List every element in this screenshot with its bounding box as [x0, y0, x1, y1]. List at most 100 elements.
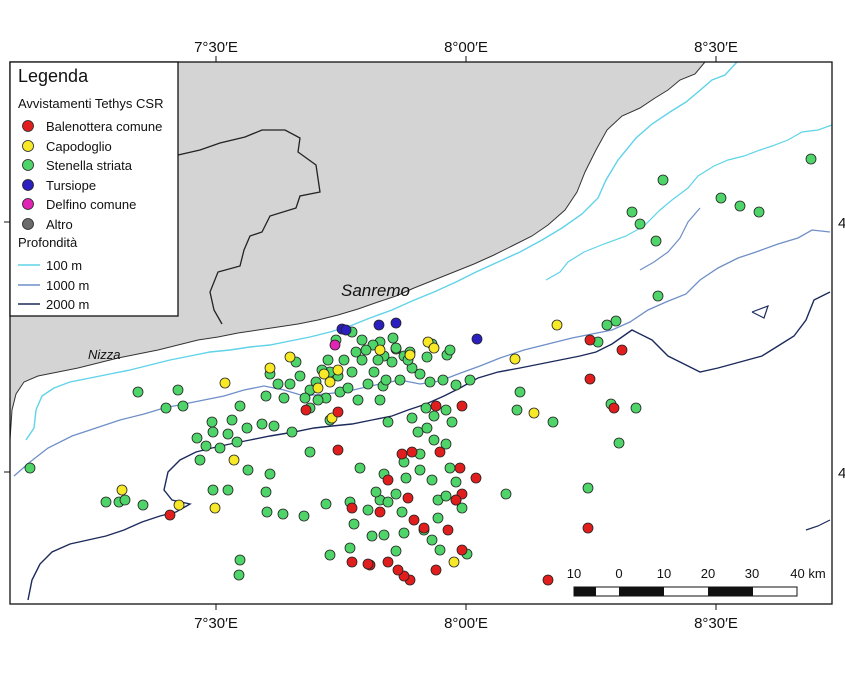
sighting-stenella-marker: [226, 414, 238, 426]
sighting-stenella-marker: [450, 476, 462, 488]
sighting-stenella-marker: [298, 510, 310, 522]
sighting-balenottera-marker: [430, 400, 442, 412]
legend-marker-stenella: [22, 159, 34, 171]
legend-label-capodoglio: Capodoglio: [46, 139, 112, 154]
sighting-stenella-marker: [394, 374, 406, 386]
sighting-stenella-marker: [450, 379, 462, 391]
sighting-stenella-marker: [206, 416, 218, 428]
sighting-stenella-marker: [324, 549, 336, 561]
sighting-stenella-marker: [356, 334, 368, 346]
sighting-stenella-marker: [207, 484, 219, 496]
sighting-stenella-marker: [294, 370, 306, 382]
sighting-stenella-marker: [268, 420, 280, 432]
sighting-stenella-marker: [412, 426, 424, 438]
sighting-balenottera-marker: [442, 524, 454, 536]
sighting-balenottera-marker: [374, 506, 386, 518]
isobath-2000m-small: [751, 304, 769, 319]
sighting-stenella-marker: [426, 474, 438, 486]
sighting-stenella-marker: [420, 402, 432, 414]
sighting-stenella-marker: [426, 534, 438, 546]
sighting-stenella-marker: [286, 426, 298, 438]
sighting-capodoglio-marker: [324, 376, 336, 388]
sighting-stenella-marker: [194, 454, 206, 466]
sighting-stenella-marker: [428, 434, 440, 446]
sighting-balenottera-marker: [608, 402, 620, 414]
sighting-balenottera-marker: [382, 556, 394, 568]
sighting-stenella-marker: [222, 484, 234, 496]
map-frame: [9, 61, 833, 605]
sighting-delfino-marker: [329, 339, 341, 351]
sighting-stenella-marker: [437, 374, 449, 386]
sighting-stenella-marker: [456, 502, 468, 514]
scale-label: 40 km: [790, 566, 825, 581]
sighting-stenella-marker: [387, 332, 399, 344]
sighting-stenella-marker: [444, 344, 456, 356]
sighting-stenella-marker: [630, 402, 642, 414]
sighting-stenella-marker: [511, 404, 523, 416]
sighting-capodoglio-marker: [228, 454, 240, 466]
sighting-capodoglio-marker: [374, 344, 386, 356]
legend-box: [9, 61, 179, 317]
sighting-stenella-marker: [428, 410, 440, 422]
sighting-stenella-marker: [338, 354, 350, 366]
sighting-stenella-marker: [753, 206, 765, 218]
legend-label-2000m: 2000 m: [46, 297, 89, 312]
legend-marker-balenottera: [22, 120, 34, 132]
scale-label: 10: [567, 566, 581, 581]
sighting-balenottera-marker: [332, 406, 344, 418]
sighting-stenella-marker: [390, 342, 402, 354]
sighting-balenottera-marker: [418, 522, 430, 534]
sighting-stenella-marker: [312, 394, 324, 406]
sighting-stenella-marker: [234, 400, 246, 412]
sighting-stenella-marker: [191, 432, 203, 444]
place-label-sanremo: Sanremo: [341, 281, 410, 300]
legend-section-sightings: Avvistamenti Tethys CSR: [18, 96, 163, 111]
sighting-balenottera-marker: [584, 373, 596, 385]
sighting-stenella-marker: [378, 529, 390, 541]
sighting-stenella-marker: [406, 412, 418, 424]
sighting-stenella-marker: [446, 416, 458, 428]
legend-label-100m: 100 m: [46, 258, 82, 273]
sighting-capodoglio-marker: [509, 353, 521, 365]
sighting-stenella-marker: [362, 504, 374, 516]
sighting-capodoglio-marker: [312, 382, 324, 394]
sighting-stenella-marker: [652, 290, 664, 302]
scale-bar-outline: [573, 586, 798, 597]
sighting-stenella-marker: [372, 354, 384, 366]
scale-label: 0: [615, 566, 622, 581]
sighting-capodoglio-marker: [528, 407, 540, 419]
sighting-stenella-marker: [366, 530, 378, 542]
sighting-stenella-marker: [350, 346, 362, 358]
sighting-stenella-marker: [421, 422, 433, 434]
sighting-balenottera-marker: [434, 446, 446, 458]
sighting-stenella-marker: [100, 496, 112, 508]
sighting-stenella-marker: [805, 153, 817, 165]
sighting-balenottera-marker: [346, 556, 358, 568]
sighting-stenella-marker: [440, 490, 452, 502]
top-tick-label: 8°00′E: [444, 39, 488, 56]
sighting-stenella-marker: [264, 468, 276, 480]
sighting-balenottera-marker: [582, 522, 594, 534]
sighting-stenella-marker: [320, 498, 332, 510]
sighting-stenella-marker: [200, 440, 212, 452]
bottom-tick-label: 7°30′E: [194, 615, 238, 632]
sighting-capodoglio-marker: [284, 351, 296, 363]
legend: Legenda Avvistamenti Tethys CSR Balenott…: [9, 61, 179, 317]
sighting-stenella-marker: [222, 428, 234, 440]
sighting-stenella-marker: [398, 527, 410, 539]
sighting-balenottera-marker: [470, 472, 482, 484]
sighting-stenella-marker: [386, 356, 398, 368]
coastline-land: [9, 61, 707, 441]
sighting-capodoglio-marker: [209, 502, 221, 514]
scale-label: 30: [745, 566, 759, 581]
legend-label-balenottera: Balenottera comune: [46, 119, 162, 134]
sighting-stenella-marker: [299, 392, 311, 404]
sighting-stenella-marker: [137, 499, 149, 511]
sighting-stenella-marker: [414, 464, 426, 476]
sighting-balenottera-marker: [164, 509, 176, 521]
sighting-stenella-marker: [261, 506, 273, 518]
sighting-stenella-marker: [241, 422, 253, 434]
sighting-stenella-marker: [242, 464, 254, 476]
sighting-tursiope-marker: [340, 324, 352, 336]
legend-label-altro: Altro: [46, 217, 73, 232]
